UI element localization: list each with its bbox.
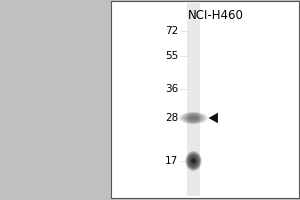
Bar [111,1,298,198]
Text: NCI-H460: NCI-H460 [188,9,244,22]
Text: 17: 17 [165,156,178,166]
Ellipse shape [188,114,199,122]
Polygon shape [208,113,218,123]
Ellipse shape [180,112,207,124]
Ellipse shape [181,112,206,124]
Ellipse shape [184,113,203,123]
Ellipse shape [188,154,199,168]
Bar [187,3,200,196]
Ellipse shape [191,158,196,164]
Text: 55: 55 [165,51,178,61]
Ellipse shape [186,152,201,170]
Ellipse shape [188,116,199,120]
Ellipse shape [187,153,200,169]
Ellipse shape [187,114,200,122]
Ellipse shape [179,112,208,124]
Ellipse shape [188,154,200,168]
Text: 36: 36 [165,84,178,94]
Ellipse shape [188,155,199,167]
Ellipse shape [189,156,198,166]
Text: 28: 28 [165,113,178,123]
Ellipse shape [178,112,208,124]
Ellipse shape [184,113,202,123]
Ellipse shape [185,113,202,123]
Ellipse shape [182,113,205,123]
Ellipse shape [186,114,201,122]
Ellipse shape [186,152,201,170]
Ellipse shape [183,113,204,123]
Ellipse shape [185,151,202,171]
Text: 72: 72 [165,26,178,36]
